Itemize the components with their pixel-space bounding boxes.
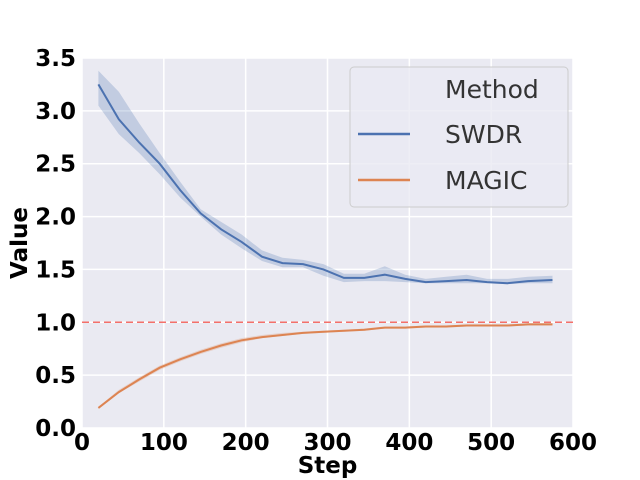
y-tick-label: 0.0 bbox=[35, 416, 76, 442]
y-tick-label: 0.5 bbox=[35, 363, 76, 389]
magic-line bbox=[97, 323, 553, 409]
y-axis-label: Value bbox=[7, 207, 33, 279]
legend: Method SWDR MAGIC bbox=[349, 66, 569, 208]
y-tick-label: 2.5 bbox=[35, 152, 76, 178]
y-tick-label: 3.5 bbox=[35, 46, 76, 72]
x-tick-label: 500 bbox=[467, 430, 515, 456]
legend-label-swdr: SWDR bbox=[445, 120, 522, 149]
x-tick-label: 600 bbox=[549, 430, 597, 456]
x-tick-label: 200 bbox=[222, 430, 270, 456]
x-tick-label: 100 bbox=[140, 430, 188, 456]
legend-box bbox=[349, 66, 569, 208]
y-tick-label: 3.0 bbox=[35, 99, 76, 125]
legend-label-magic: MAGIC bbox=[445, 166, 527, 195]
y-tick-label: 1.0 bbox=[35, 310, 76, 336]
tick-labels: 0 100 200 300 400 500 600 0.0 0.5 1.0 1.5 2.0 2.5 3.0… bbox=[35, 46, 597, 456]
x-tick-label: 400 bbox=[385, 430, 433, 456]
y-tick-label: 2.0 bbox=[35, 205, 76, 231]
series-layer bbox=[82, 70, 573, 409]
legend-items: SWDR MAGIC bbox=[358, 120, 527, 195]
legend-title: Method bbox=[445, 75, 539, 104]
x-axis-label: Step bbox=[298, 453, 358, 479]
x-tick-label: 0 bbox=[74, 430, 90, 456]
swdr-line bbox=[97, 83, 553, 285]
y-tick-label: 1.5 bbox=[35, 257, 76, 283]
x-tick-label: 300 bbox=[303, 430, 351, 456]
